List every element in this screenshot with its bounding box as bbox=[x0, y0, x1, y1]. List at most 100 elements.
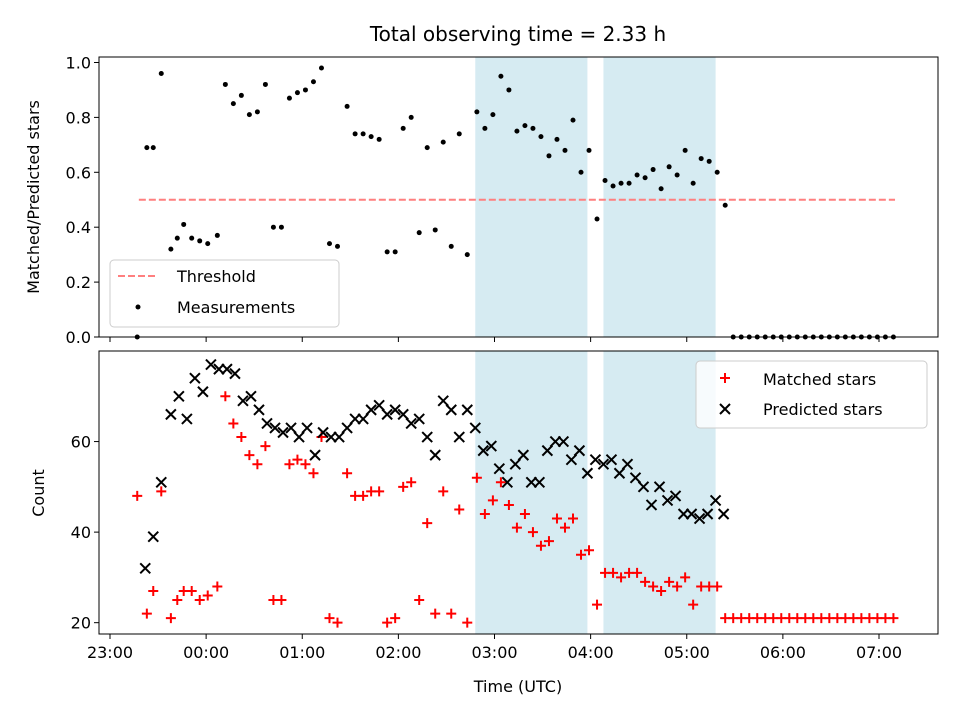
matched-point bbox=[292, 454, 303, 465]
matched-stars-series bbox=[132, 391, 899, 628]
shaded-interval bbox=[475, 351, 588, 634]
measurement-point bbox=[246, 112, 252, 118]
measurement-point bbox=[514, 128, 520, 134]
matched-point bbox=[888, 613, 899, 624]
matched-point bbox=[148, 585, 159, 596]
measurement-point bbox=[658, 186, 664, 192]
top-axes-frame bbox=[98, 56, 939, 338]
predicted-point bbox=[397, 408, 409, 421]
matched-point bbox=[406, 477, 417, 488]
predicted-point bbox=[173, 390, 185, 402]
measurement-point bbox=[376, 136, 382, 142]
measurement-point bbox=[586, 147, 592, 153]
matched-point bbox=[656, 585, 667, 596]
predicted-point bbox=[541, 444, 554, 457]
predicted-point bbox=[333, 431, 345, 443]
predicted-point bbox=[405, 417, 417, 430]
predicted-point bbox=[293, 431, 305, 443]
matched-point bbox=[141, 608, 152, 619]
measurement-point bbox=[310, 79, 316, 85]
top-x-ticks bbox=[109, 337, 880, 342]
legend-matched-label: Matched stars bbox=[763, 370, 876, 389]
matched-point bbox=[535, 540, 546, 551]
x-tick-label: 02:00 bbox=[375, 643, 421, 662]
matched-point bbox=[551, 513, 562, 524]
matched-point bbox=[446, 608, 457, 619]
predicted-point bbox=[413, 413, 425, 425]
measurement-point bbox=[424, 145, 430, 151]
predicted-point bbox=[445, 404, 457, 416]
measurement-point bbox=[189, 235, 195, 241]
measurement-point bbox=[205, 241, 211, 247]
matched-point bbox=[584, 545, 595, 556]
measurement-point bbox=[334, 243, 340, 249]
predicted-point bbox=[589, 453, 602, 466]
legend-matched-swatch bbox=[720, 373, 730, 383]
matched-point bbox=[202, 590, 213, 601]
predicted-point bbox=[277, 426, 289, 439]
measurement-point bbox=[490, 112, 496, 118]
bottom-panel: 20 40 60 23:00 00:00 01:00 02:00 03:00 04:00 05:… bbox=[29, 350, 939, 696]
measurement-point bbox=[546, 153, 552, 159]
measurement-point bbox=[384, 249, 390, 255]
matched-point bbox=[632, 567, 643, 578]
bottom-y-ticks: 20 40 60 bbox=[71, 433, 99, 633]
x-axis-label: Time (UTC) bbox=[473, 677, 562, 696]
matched-point bbox=[374, 486, 385, 497]
measurement-point bbox=[682, 147, 688, 153]
measurement-point bbox=[222, 81, 228, 87]
matched-point bbox=[438, 486, 449, 497]
measurement-point bbox=[318, 65, 324, 71]
matched-point bbox=[672, 581, 683, 592]
matched-point bbox=[487, 495, 498, 506]
y-tick-label: 0.4 bbox=[66, 218, 91, 237]
predicted-point bbox=[701, 508, 714, 520]
predicted-point bbox=[645, 499, 658, 511]
matched-point bbox=[430, 608, 441, 619]
predicted-point bbox=[469, 422, 481, 434]
measurement-point bbox=[344, 103, 350, 109]
matched-point bbox=[390, 613, 401, 624]
matched-point bbox=[165, 613, 176, 624]
predicted-point bbox=[365, 404, 377, 416]
matched-point bbox=[324, 613, 335, 624]
matched-point bbox=[608, 567, 619, 578]
predicted-point bbox=[429, 449, 441, 461]
measurement-point bbox=[270, 224, 276, 230]
x-tick-label: 03:00 bbox=[471, 643, 517, 662]
measurement-point bbox=[642, 175, 648, 181]
predicted-point bbox=[669, 490, 682, 502]
predicted-point bbox=[597, 458, 610, 470]
measurement-point bbox=[440, 139, 446, 145]
matched-point bbox=[252, 459, 263, 470]
measurement-point bbox=[602, 178, 608, 184]
measurement-point bbox=[360, 131, 366, 137]
measurement-point bbox=[230, 101, 236, 107]
y-tick-label: 0.0 bbox=[66, 328, 91, 347]
measurement-point bbox=[610, 183, 616, 189]
measurement-point bbox=[326, 241, 332, 247]
matched-point bbox=[559, 522, 570, 533]
matched-point bbox=[236, 432, 247, 443]
legend-predicted-swatch bbox=[719, 403, 731, 415]
predicted-point bbox=[357, 413, 369, 425]
matched-point bbox=[592, 599, 603, 610]
shaded-interval bbox=[603, 57, 716, 337]
measurement-point bbox=[522, 123, 528, 129]
predicted-point bbox=[477, 444, 489, 457]
predicted-point bbox=[581, 467, 594, 479]
predicted-point bbox=[661, 494, 674, 507]
matched-point bbox=[511, 522, 522, 533]
measurement-point bbox=[634, 172, 640, 178]
x-tick-label: 00:00 bbox=[183, 643, 229, 662]
matched-point bbox=[132, 490, 143, 501]
matched-point bbox=[332, 617, 343, 628]
matched-point bbox=[422, 518, 433, 529]
predicted-point bbox=[493, 463, 506, 475]
bottom-axes-frame bbox=[98, 350, 939, 635]
y-tick-label: 1.0 bbox=[66, 53, 91, 72]
matched-point bbox=[527, 527, 538, 538]
measurement-point bbox=[722, 202, 728, 208]
predicted-point bbox=[453, 431, 465, 443]
matched-point bbox=[648, 581, 659, 592]
